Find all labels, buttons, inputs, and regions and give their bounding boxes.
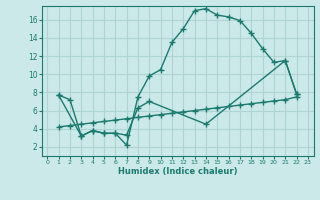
X-axis label: Humidex (Indice chaleur): Humidex (Indice chaleur) [118, 167, 237, 176]
